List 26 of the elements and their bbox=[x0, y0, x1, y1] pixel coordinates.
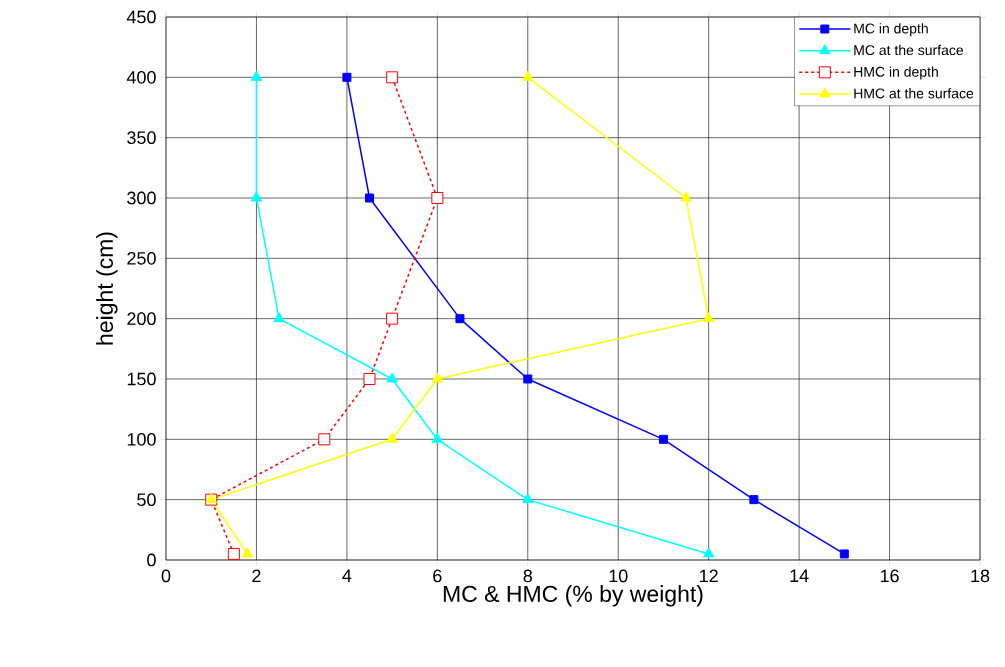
legend-label: HMC at the surface bbox=[854, 88, 974, 99]
x-tick-label: 6 bbox=[433, 569, 442, 583]
y-tick-label: 350 bbox=[127, 131, 156, 145]
x-tick-label: 10 bbox=[609, 569, 628, 583]
legend-label: MC at the surface bbox=[854, 44, 964, 56]
y-tick-label: 200 bbox=[127, 312, 156, 326]
y-tick-label: 300 bbox=[127, 191, 156, 205]
y-tick-label: 0 bbox=[147, 553, 156, 567]
y-tick-label: 400 bbox=[126, 70, 156, 84]
x-tick-label: 4 bbox=[342, 569, 352, 582]
x-axis-title: MC & HMC (% by weight) bbox=[443, 585, 703, 607]
x-tick-label: 8 bbox=[523, 569, 533, 583]
x-tick-label: 12 bbox=[700, 569, 718, 583]
y-tick-label: 150 bbox=[127, 372, 156, 386]
y-tick-label: 250 bbox=[127, 251, 156, 265]
y-tick-label: 50 bbox=[137, 493, 156, 507]
y-tick-label: 100 bbox=[127, 432, 156, 446]
x-tick-label: 14 bbox=[790, 569, 809, 582]
legend-label: HMC in depth bbox=[854, 66, 938, 80]
x-tick-label: 16 bbox=[880, 569, 899, 583]
y-axis-title: height (cm) bbox=[96, 232, 118, 345]
x-tick-label: 0 bbox=[161, 569, 171, 583]
y-tick-label: 450 bbox=[126, 10, 156, 24]
x-tick-label: 18 bbox=[971, 569, 990, 583]
x-tick-label: 2 bbox=[252, 569, 261, 583]
legend-label: MC in depth bbox=[854, 23, 928, 37]
